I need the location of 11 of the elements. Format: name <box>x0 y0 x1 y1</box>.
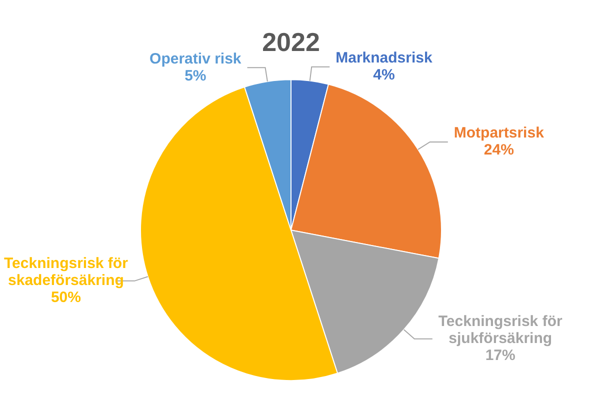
chart-title: 2022 <box>262 26 320 57</box>
data-label: 5% <box>184 67 206 84</box>
slice-label: Operativ risk <box>150 50 242 68</box>
data-label: 50% <box>50 289 81 306</box>
slice-label: Teckningsrisk för skadeförsäkring <box>4 255 128 290</box>
slice-label: Marknadsrisk <box>336 50 433 67</box>
data-label: 17% <box>485 347 516 364</box>
data-label: 24% <box>484 142 514 159</box>
slice-label: Teckningsrisk för sjukförsäkring <box>438 313 562 348</box>
slice-label: Motpartsrisk <box>454 124 545 142</box>
data-label: 4% <box>373 66 395 84</box>
